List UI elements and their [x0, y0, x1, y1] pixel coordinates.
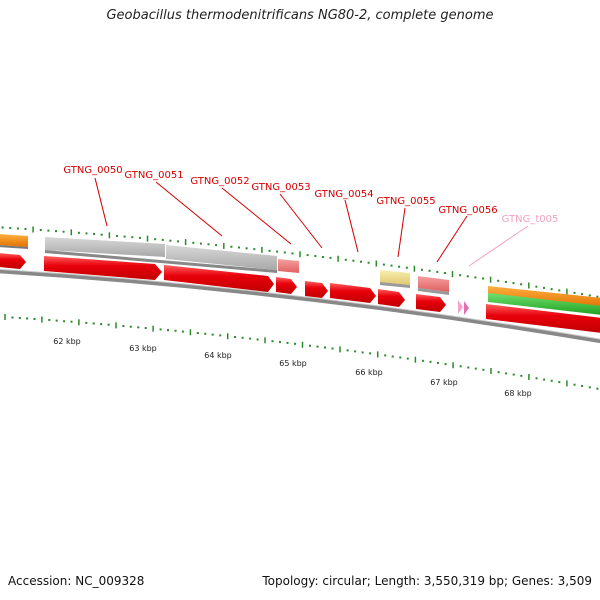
pink-feature-0056[interactable]: [418, 276, 449, 292]
cds-arrow-0051[interactable]: [164, 265, 274, 292]
gene-label-0051[interactable]: GTNG_0051: [124, 170, 183, 181]
gene-label-0050[interactable]: GTNG_0050: [63, 165, 122, 176]
gene-label-0052[interactable]: GTNG_0052: [190, 176, 249, 187]
gene-label-0055[interactable]: GTNG_0055: [376, 196, 435, 207]
gene-labels: GTNG_0050 GTNG_0051 GTNG_0052 GTNG_0053 …: [63, 165, 558, 225]
upper-features: [0, 234, 600, 315]
accession-text: Accession: NC_009328: [8, 574, 145, 588]
cds-arrow-0052[interactable]: [276, 277, 297, 294]
cds-arrow-0050[interactable]: [44, 256, 162, 280]
inner-ticks: [4, 314, 599, 390]
green-feature-right[interactable]: [488, 293, 600, 315]
cds-arrow-right[interactable]: [486, 304, 600, 333]
kbp-label-65: 65 kbp: [279, 359, 307, 368]
gray-feature-0051[interactable]: [166, 245, 277, 270]
orange-feature-left[interactable]: [0, 234, 28, 247]
cds-arrow-0053[interactable]: [305, 281, 328, 298]
kbp-label-64: 64 kbp: [204, 351, 232, 360]
cds-arrow-left[interactable]: [0, 253, 26, 269]
gray-feature-0050[interactable]: [45, 237, 165, 257]
genome-backbone: [0, 269, 600, 344]
cds-arrows: [0, 253, 600, 333]
kbp-label-62: 62 kbp: [53, 337, 81, 346]
cds-arrow-0054[interactable]: [330, 283, 376, 303]
kbp-labels: 62 kbp 63 kbp 64 kbp 65 kbp 66 kbp 67 kb…: [53, 337, 532, 398]
outer-ticks: [1, 226, 599, 298]
gene-label-0053[interactable]: GTNG_0053: [251, 182, 310, 193]
cds-arrow-0055[interactable]: [378, 289, 405, 307]
kbp-label-67: 67 kbp: [430, 378, 458, 387]
cds-arrow-0056[interactable]: [416, 294, 446, 312]
pink-feature-0052[interactable]: [278, 259, 299, 273]
kbp-label-68: 68 kbp: [504, 389, 532, 398]
gene-label-0056[interactable]: GTNG_0056: [438, 205, 497, 216]
leader-lines: [94, 177, 529, 267]
orange-feature-right[interactable]: [488, 286, 600, 308]
kbp-label-66: 66 kbp: [355, 368, 383, 377]
yellow-feature-0055[interactable]: [380, 270, 410, 285]
kbp-label-63: 63 kbp: [129, 344, 157, 353]
trna-arrows[interactable]: [458, 300, 469, 315]
gene-label-t005[interactable]: GTNG_t005: [502, 214, 559, 225]
gene-label-0054[interactable]: GTNG_0054: [314, 189, 373, 200]
genome-summary-text: Topology: circular; Length: 3,550,319 bp…: [262, 574, 592, 588]
genome-title: Geobacillus thermodenitrificans NG80-2, …: [106, 8, 494, 23]
